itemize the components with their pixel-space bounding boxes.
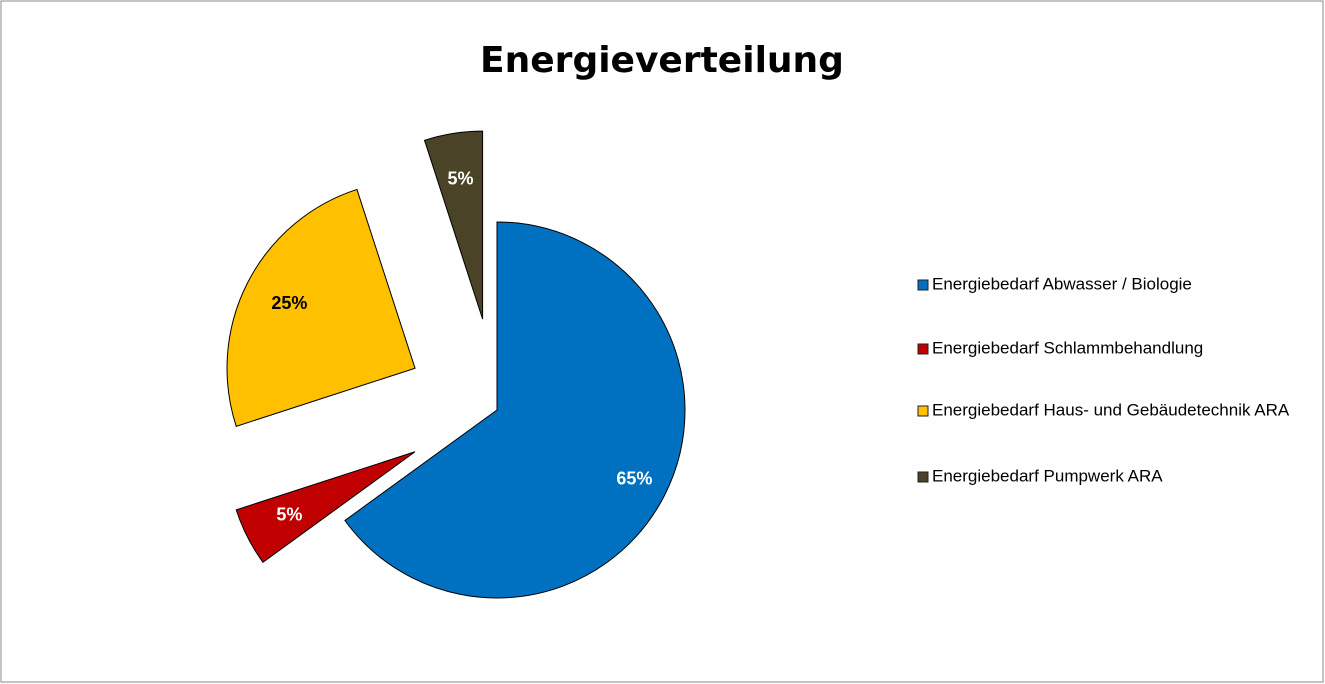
legend-label: Energiebedarf Schlammbehandlung — [932, 338, 1203, 357]
data-label: 25% — [271, 293, 307, 313]
data-label: 65% — [616, 469, 652, 489]
pie-slice — [235, 451, 416, 563]
data-label: 5% — [276, 505, 302, 525]
chart-title: Energieverteilung — [480, 40, 844, 81]
legend-swatch — [917, 471, 929, 483]
legend-label: Energiebedarf Abwasser / Biologie — [932, 274, 1192, 293]
pie-slice — [423, 130, 484, 320]
data-label: 5% — [448, 169, 474, 189]
legend-label: Energiebedarf Haus- und Gebäudetechnik A… — [932, 400, 1290, 419]
pie-slice — [344, 221, 686, 599]
legend-swatch — [917, 405, 929, 417]
legend-swatch — [917, 343, 929, 355]
pie-slice — [226, 188, 416, 427]
legend-swatch — [917, 279, 929, 291]
legend-label: Energiebedarf Pumpwerk ARA — [932, 466, 1163, 485]
